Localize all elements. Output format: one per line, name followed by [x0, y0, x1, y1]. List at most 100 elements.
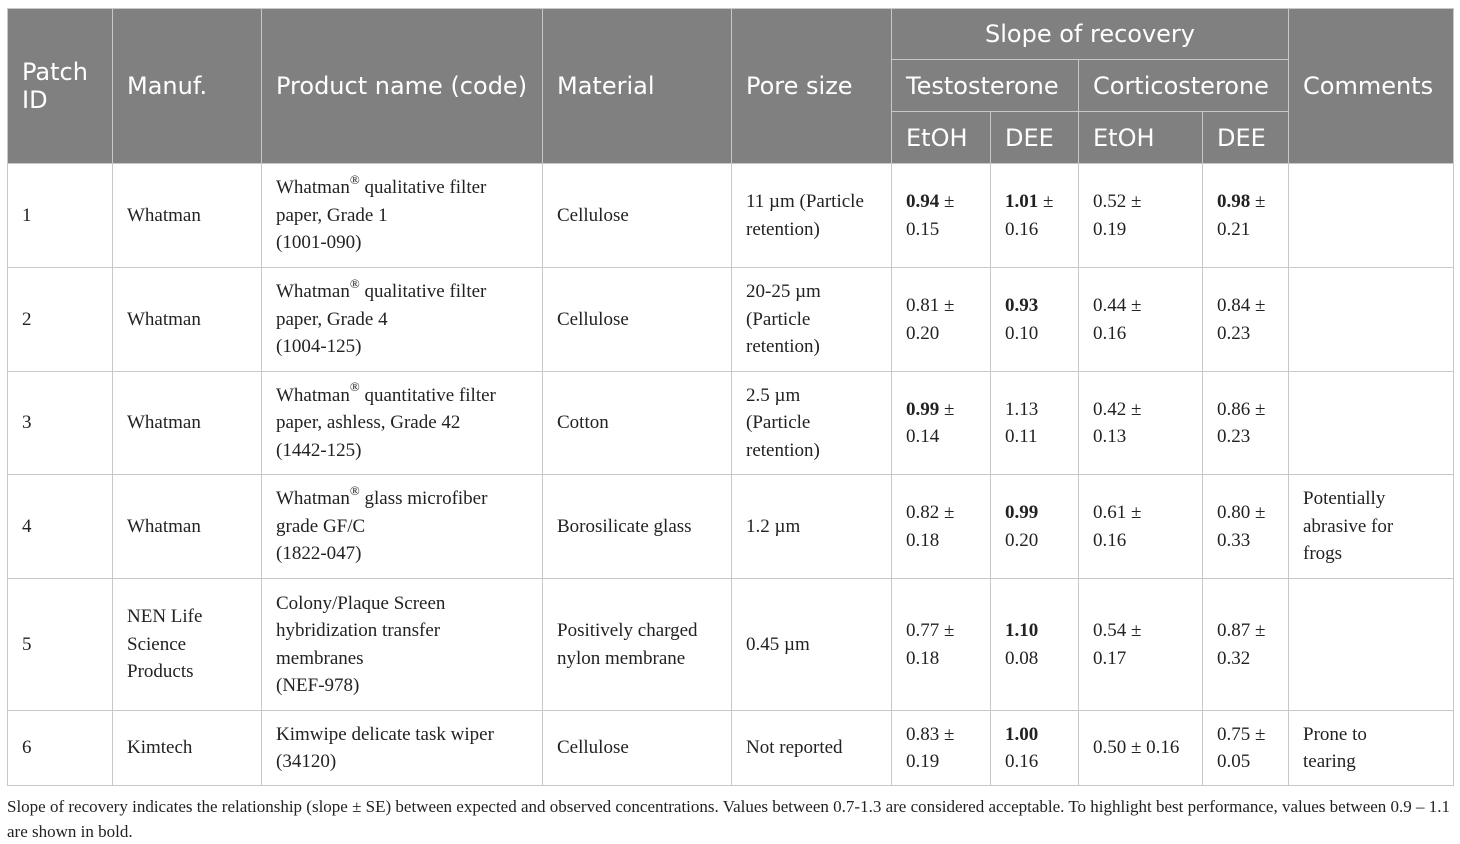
pore-line: (Particle: [746, 308, 811, 330]
standard-error: 0.19: [1093, 218, 1127, 240]
standard-error: 0.05: [1217, 751, 1251, 772]
table-row: 5 NEN Life Science Products Colony/Plaque Sc…: [7, 578, 1454, 711]
plus-minus: ±: [1250, 723, 1266, 745]
product-text: Kimwipe delicate task wiper: [276, 723, 494, 745]
table-row: 6 Kimtech Kimwipe delicate task wiper (3412…: [7, 710, 1454, 786]
cell-manuf: Kimtech: [112, 710, 262, 786]
value-line: 0.61 ±: [1093, 499, 1192, 527]
cell-pore-size: 2.5 µm (Particle retention): [731, 371, 892, 475]
plus-minus: ±: [939, 723, 955, 745]
value-line: 0.44 ±: [1093, 292, 1192, 320]
product-text: quantitative filter: [359, 384, 496, 406]
product-brand: Whatman: [276, 384, 350, 406]
cell-material: Borosilicate glass: [542, 474, 732, 579]
plus-minus: ±: [1126, 620, 1142, 641]
cell-c-dee: 0.87 ±0.32: [1202, 578, 1289, 711]
cell-patch-id: 4: [7, 474, 113, 579]
cell-material: Cotton: [542, 371, 732, 475]
header-corticosterone: Corticosterone: [1078, 59, 1289, 112]
standard-error: 0.16: [1093, 322, 1127, 344]
plus-minus: ±: [939, 502, 955, 523]
plus-minus: ±: [1126, 295, 1142, 316]
slope-value: 0.83: [906, 723, 940, 745]
product-line: paper, ashless, Grade 42: [276, 412, 461, 434]
material-line: Positively charged: [557, 620, 698, 641]
product-brand: Whatman: [276, 488, 350, 510]
product-line: (1001-090): [276, 232, 362, 254]
standard-error: 0.33: [1217, 529, 1251, 551]
standard-error: 0.16: [1093, 529, 1127, 551]
header-corticosterone-etoh: EtOH: [1078, 111, 1203, 164]
slope-value: 0.86: [1217, 398, 1251, 420]
product-line: (34120): [276, 751, 337, 772]
cell-t-etoh: 0.94 ±0.15: [891, 163, 991, 268]
material-line: Borosilicate glass: [557, 515, 692, 537]
cell-material: Cellulose: [542, 163, 732, 268]
pore-line: 1.2 µm: [746, 515, 801, 537]
slope-value: 0.87: [1217, 620, 1251, 641]
standard-error: 0.16: [1005, 218, 1039, 240]
product-text: glass microfiber: [359, 488, 488, 510]
slope-value: 1.13: [1005, 398, 1039, 420]
pore-line: Not reported: [746, 737, 843, 759]
cell-c-etoh: 0.52 ±0.19: [1078, 163, 1203, 268]
value-line: 1.00: [1005, 721, 1068, 749]
cell-t-dee: 1.10 0.08: [990, 578, 1079, 711]
manuf-line: Kimtech: [127, 737, 193, 759]
value-line: 0.98 ±: [1217, 188, 1278, 216]
value-line: 1.13: [1005, 396, 1068, 424]
header-pore-size: Pore size: [731, 8, 892, 164]
cell-t-dee: 1.00 0.16: [990, 710, 1079, 786]
cell-manuf: Whatman: [112, 163, 262, 268]
cell-c-etoh: 0.42 ±0.13: [1078, 371, 1203, 475]
slope-value: 0.61: [1093, 502, 1127, 523]
standard-error: 0.16: [1005, 751, 1039, 772]
table-body: 1 Whatman Whatman® qualitative filter paper…: [7, 163, 1454, 786]
standard-error: 0.23: [1217, 426, 1251, 447]
standard-error: 0.20: [1005, 529, 1039, 551]
plus-minus: ±: [939, 295, 955, 316]
manuf-line: Products: [127, 661, 194, 683]
standard-error: 0.15: [906, 218, 940, 240]
slope-value: 0.54: [1093, 620, 1127, 641]
slope-value: 0.44: [1093, 295, 1127, 316]
standard-error: 0.14: [906, 426, 940, 447]
cell-t-dee: 1.13 0.11: [990, 371, 1079, 475]
table-row: 1 Whatman Whatman® qualitative filter paper…: [7, 163, 1454, 268]
standard-error: 0.19: [906, 751, 940, 772]
slope-value: 0.80: [1217, 502, 1251, 523]
cell-product-name: Kimwipe delicate task wiper (34120): [261, 710, 543, 786]
standard-error: 0.23: [1217, 322, 1251, 344]
cell-t-etoh: 0.82 ±0.18: [891, 474, 991, 579]
pore-line: 11 µm (Particle: [746, 191, 864, 212]
manuf-line: NEN Life: [127, 606, 203, 628]
value-line: 1.10: [1005, 617, 1068, 645]
manuf-line: Whatman: [127, 515, 201, 537]
comment-line: abrasive for: [1303, 515, 1394, 537]
registered-mark: ®: [349, 482, 360, 498]
standard-error: 0.21: [1217, 218, 1251, 240]
slope-value: 1.00: [1005, 723, 1039, 745]
plus-minus: ±: [1250, 191, 1266, 212]
manuf-line: Whatman: [127, 204, 201, 226]
pore-line: retention): [746, 218, 820, 240]
value-line: 0.99: [1005, 499, 1068, 527]
table-row: 3 Whatman Whatman® quantitative filter pape…: [7, 371, 1454, 475]
product-text: Colony/Plaque Screen: [276, 592, 446, 614]
plus-minus: ±: [1126, 398, 1142, 420]
cell-manuf: Whatman: [112, 474, 262, 579]
product-line: paper, Grade 1: [276, 204, 388, 226]
registered-mark: ®: [349, 275, 360, 291]
product-line: Whatman® qualitative filter: [276, 275, 532, 306]
slope-value: 0.50 ± 0.16: [1093, 737, 1180, 759]
cell-pore-size: 0.45 µm: [731, 578, 892, 711]
plus-minus: ±: [1250, 620, 1266, 641]
header-testosterone-dee: DEE: [990, 111, 1079, 164]
product-brand: Whatman: [276, 177, 350, 199]
cell-comments: [1288, 163, 1454, 268]
header-corticosterone-dee: DEE: [1202, 111, 1289, 164]
product-line: paper, Grade 4: [276, 308, 388, 330]
manuf-line: Whatman: [127, 308, 201, 330]
plus-minus: ±: [1126, 191, 1142, 212]
product-line: (1442-125): [276, 439, 362, 461]
